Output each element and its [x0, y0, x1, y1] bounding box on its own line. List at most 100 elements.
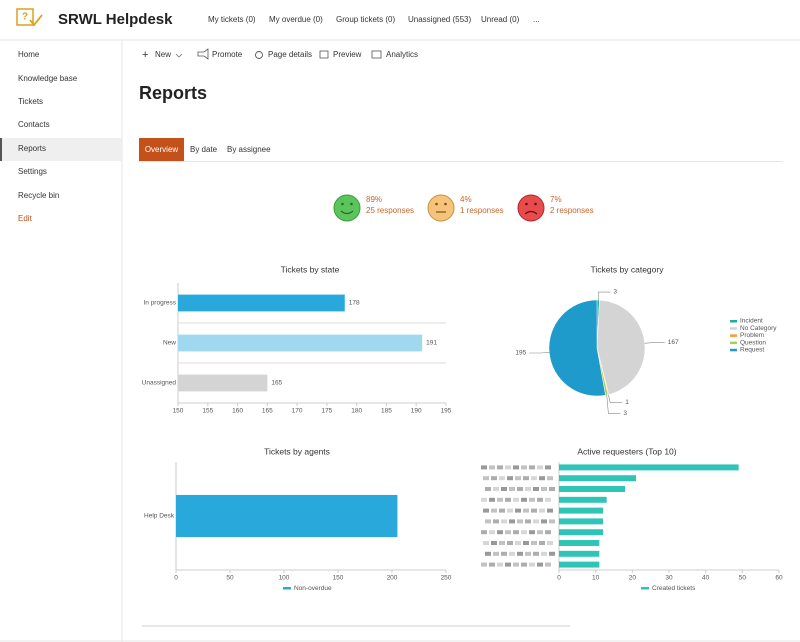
- y-tick-label: In progress: [143, 300, 176, 307]
- chart-title: Tickets by state: [281, 264, 340, 274]
- smiley-neutral: [427, 194, 455, 222]
- redacted-label: [521, 530, 527, 535]
- redacted-label: [507, 476, 513, 481]
- redacted-label: [483, 508, 489, 513]
- sidebar-link[interactable]: Knowledge base: [18, 74, 78, 83]
- redacted-label: [547, 508, 553, 513]
- redacted-label: [531, 476, 537, 481]
- x-tick-label: 165: [262, 408, 273, 415]
- selected-bg: [0, 138, 122, 161]
- slice-label: 167: [668, 339, 679, 346]
- slice-label: 1: [625, 399, 629, 406]
- bar: [559, 464, 739, 471]
- redacted-label: [509, 487, 515, 491]
- redacted-label: [521, 562, 527, 567]
- bar: [559, 496, 607, 503]
- x-tick-label: 100: [279, 575, 290, 582]
- sidebar-link[interactable]: Contacts: [18, 120, 50, 129]
- slice-label: 195: [515, 350, 526, 357]
- redacted-label: [505, 465, 511, 470]
- legend-label: No Category: [740, 325, 777, 332]
- nav-link[interactable]: My overdue (0): [269, 15, 323, 24]
- redacted-label: [499, 476, 505, 481]
- redacted-label: [485, 487, 491, 491]
- x-tick-label: 190: [411, 408, 422, 415]
- selected-marker: [0, 138, 2, 161]
- tab-selected[interactable]: [139, 138, 184, 161]
- nav-link[interactable]: Unassigned (553): [408, 15, 471, 24]
- redacted-label: [489, 562, 495, 567]
- redacted-label: [513, 562, 519, 567]
- toolbar-button[interactable]: Analytics: [386, 50, 418, 59]
- nav-link[interactable]: Unread (0): [481, 15, 520, 24]
- redacted-label: [481, 465, 487, 470]
- legend-marker: [730, 327, 737, 330]
- redacted-label: [483, 541, 489, 545]
- x-tick-label: 150: [173, 408, 184, 415]
- pie-slice: [596, 299, 646, 395]
- redacted-label: [537, 562, 543, 567]
- sidebar-link[interactable]: Reports: [18, 144, 46, 153]
- redacted-label: [549, 551, 555, 556]
- sidebar-link[interactable]: Recycle bin: [18, 191, 59, 200]
- legend-marker: [641, 587, 649, 590]
- redacted-label: [501, 519, 507, 524]
- slice-label: 3: [623, 410, 627, 417]
- bar: [559, 529, 603, 536]
- bar: [559, 550, 600, 557]
- redacted-label: [525, 551, 531, 556]
- icon: [197, 48, 209, 60]
- x-tick-label: 195: [441, 408, 452, 415]
- legend-label: Incident: [740, 318, 763, 325]
- toolbar-button[interactable]: Promote: [212, 50, 243, 59]
- chart-title: Tickets by agents: [264, 446, 330, 456]
- nav-link[interactable]: Group tickets (0): [336, 15, 395, 24]
- redacted-label: [509, 519, 515, 524]
- legend-marker: [730, 334, 737, 337]
- tab[interactable]: By date: [190, 145, 218, 154]
- redacted-label: [481, 497, 487, 502]
- redacted-label: [517, 551, 523, 556]
- x-tick-label: 40: [702, 575, 710, 582]
- tab[interactable]: By assignee: [227, 145, 271, 154]
- nav-link[interactable]: My tickets (0): [208, 15, 256, 24]
- redacted-label: [533, 487, 539, 491]
- x-tick-label: 0: [174, 575, 178, 582]
- x-tick-label: 180: [351, 408, 362, 415]
- redacted-label: [505, 497, 511, 502]
- sidebar-link[interactable]: Home: [18, 50, 40, 59]
- redacted-label: [489, 530, 495, 535]
- x-tick-label: 200: [387, 575, 398, 582]
- redacted-label: [489, 497, 495, 502]
- redacted-label: [501, 551, 507, 556]
- sidebar-link[interactable]: Settings: [18, 167, 47, 176]
- sidebar-link[interactable]: Tickets: [18, 97, 43, 106]
- x-tick-label: 50: [226, 575, 234, 582]
- chart-title: Tickets by category: [591, 264, 665, 274]
- redacted-label: [497, 530, 503, 535]
- toolbar-button[interactable]: Page details: [268, 50, 312, 59]
- redacted-label: [547, 541, 553, 545]
- x-tick-label: 160: [232, 408, 243, 415]
- svg-text:?: ?: [22, 12, 28, 23]
- chart-title: Active requesters (Top 10): [577, 446, 676, 456]
- redacted-label: [481, 562, 487, 567]
- data-label: 191: [426, 340, 437, 347]
- sidebar-edit[interactable]: Edit: [18, 214, 33, 223]
- tab[interactable]: Overview: [145, 145, 179, 154]
- toolbar-button[interactable]: New: [155, 50, 171, 59]
- nav-link[interactable]: ...: [533, 15, 540, 24]
- redacted-label: [497, 497, 503, 502]
- icon: +: [142, 49, 148, 61]
- redacted-label: [485, 551, 491, 556]
- legend-label: Created tickets: [652, 585, 696, 592]
- legend-marker: [283, 587, 291, 590]
- legend-marker: [730, 348, 737, 352]
- redacted-label: [547, 476, 553, 481]
- redacted-label: [545, 465, 551, 470]
- redacted-label: [509, 551, 515, 556]
- app-title[interactable]: SRWL Helpdesk: [58, 11, 173, 28]
- toolbar-button[interactable]: Preview: [333, 50, 362, 59]
- redacted-label: [537, 497, 543, 502]
- redacted-label: [541, 519, 547, 524]
